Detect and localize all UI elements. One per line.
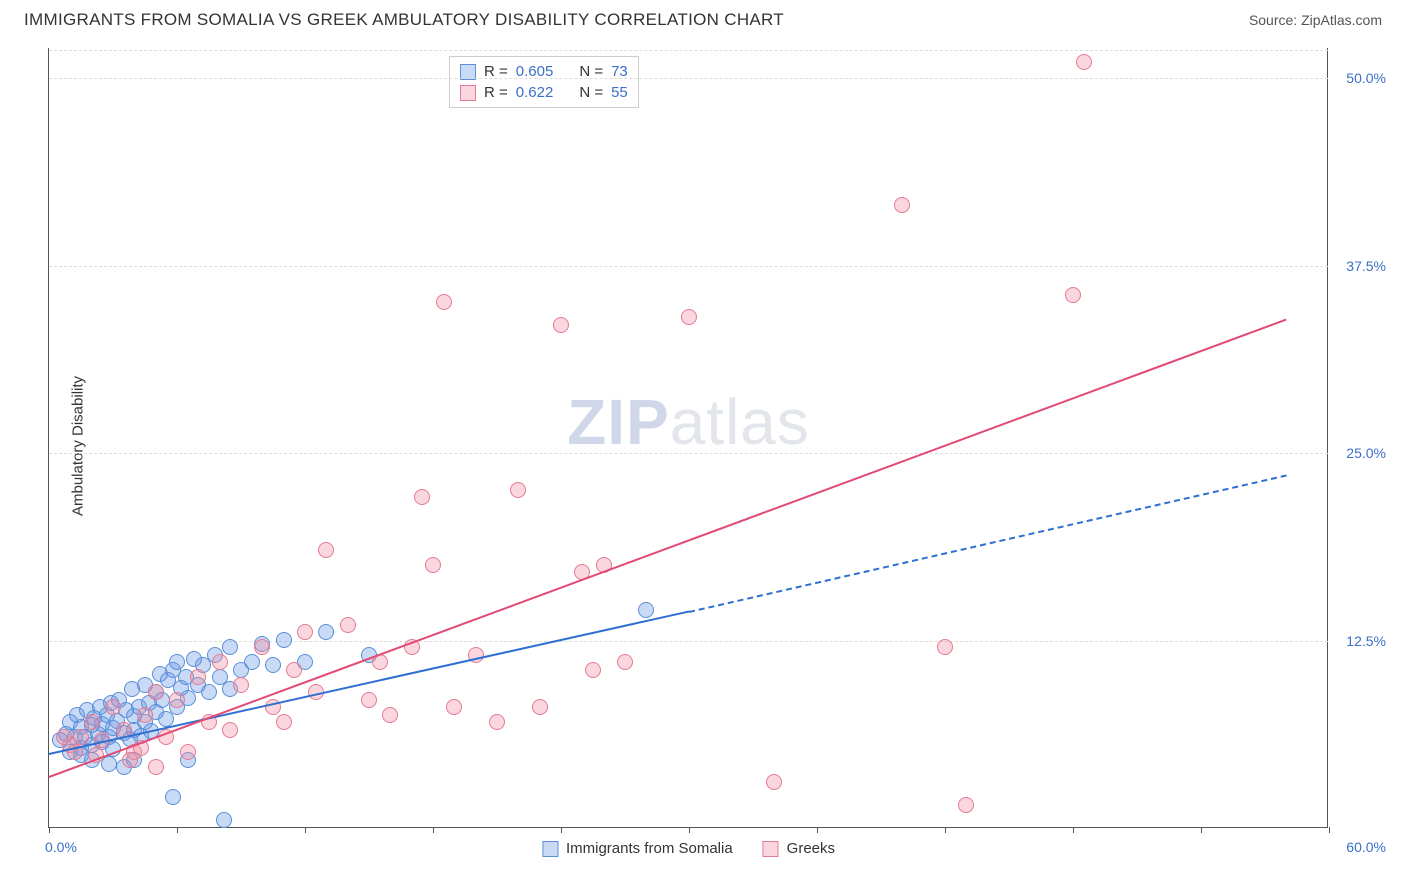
data-point-somalia	[318, 624, 334, 640]
data-point-greeks	[137, 707, 153, 723]
data-point-greeks	[510, 482, 526, 498]
gridline	[49, 453, 1328, 454]
data-point-greeks	[436, 294, 452, 310]
gridline	[49, 50, 1328, 51]
data-point-greeks	[233, 677, 249, 693]
data-point-greeks	[84, 714, 100, 730]
data-point-greeks	[222, 722, 238, 738]
plot-area: ZIPatlas R =0.605N =73R =0.622N =55 0.0%…	[48, 48, 1328, 828]
legend-stats-box: R =0.605N =73R =0.622N =55	[449, 56, 639, 108]
data-point-greeks	[169, 692, 185, 708]
y-tick-label: 50.0%	[1346, 70, 1386, 86]
data-point-somalia	[165, 789, 181, 805]
data-point-greeks	[254, 639, 270, 655]
x-tick	[817, 827, 818, 833]
x-tick	[945, 827, 946, 833]
data-point-greeks	[617, 654, 633, 670]
watermark: ZIPatlas	[567, 385, 810, 459]
x-tick	[305, 827, 306, 833]
data-point-greeks	[73, 729, 89, 745]
r-value: 0.622	[516, 84, 554, 101]
data-point-greeks	[180, 744, 196, 760]
x-tick	[561, 827, 562, 833]
watermark-zip: ZIP	[567, 386, 670, 458]
legend-label: Greeks	[787, 840, 835, 857]
data-point-somalia	[169, 654, 185, 670]
data-point-somalia	[222, 639, 238, 655]
data-point-greeks	[681, 309, 697, 325]
data-point-greeks	[190, 669, 206, 685]
data-point-greeks	[446, 699, 462, 715]
chart-title: IMMIGRANTS FROM SOMALIA VS GREEK AMBULAT…	[24, 10, 784, 30]
data-point-somalia	[201, 684, 217, 700]
data-point-greeks	[148, 759, 164, 775]
gridline	[49, 78, 1328, 79]
data-point-somalia	[638, 602, 654, 618]
legend-label: Immigrants from Somalia	[566, 840, 733, 857]
x-origin-label: 0.0%	[45, 839, 77, 855]
bottom-legend-item-somalia: Immigrants from Somalia	[542, 840, 733, 857]
data-point-greeks	[958, 797, 974, 813]
data-point-greeks	[425, 557, 441, 573]
x-tick	[177, 827, 178, 833]
data-point-greeks	[361, 692, 377, 708]
source-label: Source:	[1249, 12, 1297, 28]
data-point-greeks	[318, 542, 334, 558]
data-point-greeks	[894, 197, 910, 213]
gridline	[49, 641, 1328, 642]
legend-stats-row-greeks: R = 0.622 N = 55	[456, 82, 632, 103]
x-tick	[1073, 827, 1074, 833]
n-label: N =	[579, 84, 603, 101]
data-point-greeks	[1076, 54, 1092, 70]
data-point-greeks	[766, 774, 782, 790]
data-point-greeks	[105, 699, 121, 715]
title-bar: IMMIGRANTS FROM SOMALIA VS GREEK AMBULAT…	[24, 10, 1382, 30]
source-link[interactable]: ZipAtlas.com	[1301, 12, 1382, 28]
data-point-greeks	[297, 624, 313, 640]
bottom-legend-item-greeks: Greeks	[763, 840, 835, 857]
data-point-somalia	[265, 657, 281, 673]
gridline	[49, 266, 1328, 267]
right-axis-line	[1327, 48, 1328, 827]
data-point-greeks	[340, 617, 356, 633]
data-point-somalia	[216, 812, 232, 828]
x-tick	[689, 827, 690, 833]
n-value: 55	[611, 84, 628, 101]
data-point-greeks	[937, 639, 953, 655]
data-point-greeks	[585, 662, 601, 678]
data-point-greeks	[1065, 287, 1081, 303]
r-label: R =	[484, 84, 508, 101]
x-tick	[1201, 827, 1202, 833]
x-tick	[433, 827, 434, 833]
legend-swatch-greeks	[763, 841, 779, 857]
x-tick	[1329, 827, 1330, 833]
data-point-greeks	[56, 729, 72, 745]
data-point-greeks	[489, 714, 505, 730]
legend-swatch-greeks	[460, 85, 476, 101]
data-point-greeks	[414, 489, 430, 505]
trend-line	[689, 474, 1287, 612]
data-point-greeks	[382, 707, 398, 723]
data-point-somalia	[244, 654, 260, 670]
data-point-greeks	[276, 714, 292, 730]
data-point-somalia	[276, 632, 292, 648]
data-point-greeks	[532, 699, 548, 715]
watermark-atlas: atlas	[670, 386, 810, 458]
x-tick	[49, 827, 50, 833]
data-point-greeks	[212, 654, 228, 670]
source-attribution: Source: ZipAtlas.com	[1249, 12, 1382, 28]
x-max-label: 60.0%	[1346, 839, 1386, 855]
legend-swatch-somalia	[542, 841, 558, 857]
y-tick-label: 12.5%	[1346, 633, 1386, 649]
data-point-greeks	[553, 317, 569, 333]
data-point-greeks	[148, 684, 164, 700]
trend-line	[49, 318, 1287, 777]
data-point-greeks	[286, 662, 302, 678]
y-tick-label: 37.5%	[1346, 258, 1386, 274]
bottom-legend: Immigrants from Somalia Greeks	[542, 840, 835, 857]
y-tick-label: 25.0%	[1346, 445, 1386, 461]
